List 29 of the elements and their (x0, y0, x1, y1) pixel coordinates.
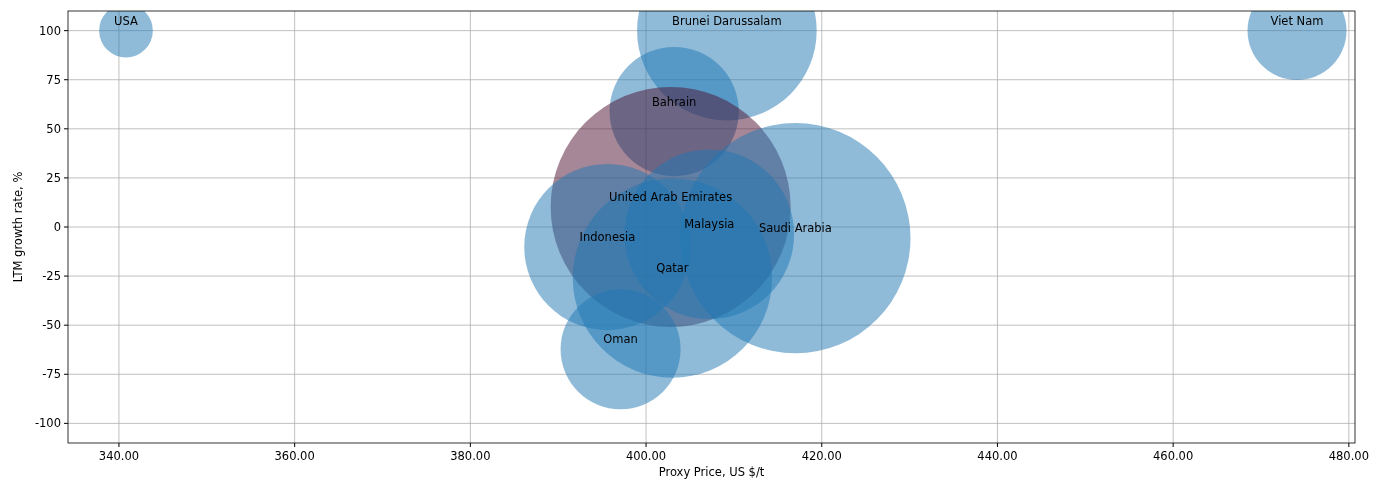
x-tick-label: 460.00 (1153, 449, 1194, 463)
series-label: Indonesia (579, 230, 636, 245)
series-label: Saudi Arabia (758, 221, 832, 236)
y-axis-title: LTM growth rate, % (11, 171, 25, 283)
series-label: United Arab Emirates (609, 189, 733, 204)
y-tick-label: 0 (53, 220, 61, 235)
x-tick-label: 440.00 (977, 449, 1018, 463)
series-label: Bahrain (651, 94, 697, 109)
x-tick-label: 400.00 (625, 449, 667, 463)
y-tick-label: 25 (46, 170, 61, 185)
x-tick-label: 340.00 (98, 449, 140, 463)
x-tick-label: 380.00 (450, 449, 491, 463)
y-tick-label: -100 (34, 416, 61, 431)
series-label: Brunei Darussalam (672, 13, 782, 28)
series-label: Oman (603, 332, 638, 347)
series-label: USA (114, 13, 139, 28)
x-axis-title: Proxy Price, US $/t (658, 465, 765, 479)
y-tick-label: 100 (39, 23, 61, 38)
x-tick-label: 420.00 (801, 449, 842, 463)
y-tick-label: -75 (42, 367, 61, 382)
y-tick-label: -50 (42, 318, 61, 333)
y-tick-label: -25 (42, 269, 61, 284)
y-tick-label: 50 (46, 121, 61, 136)
x-tick-label: 360.00 (274, 449, 315, 463)
y-tick-label: 75 (46, 72, 61, 87)
x-tick-label: 480.00 (1328, 449, 1369, 463)
series-label: Malaysia (684, 217, 735, 232)
series-label: Viet Nam (1270, 13, 1324, 28)
series-label: Qatar (656, 261, 689, 276)
